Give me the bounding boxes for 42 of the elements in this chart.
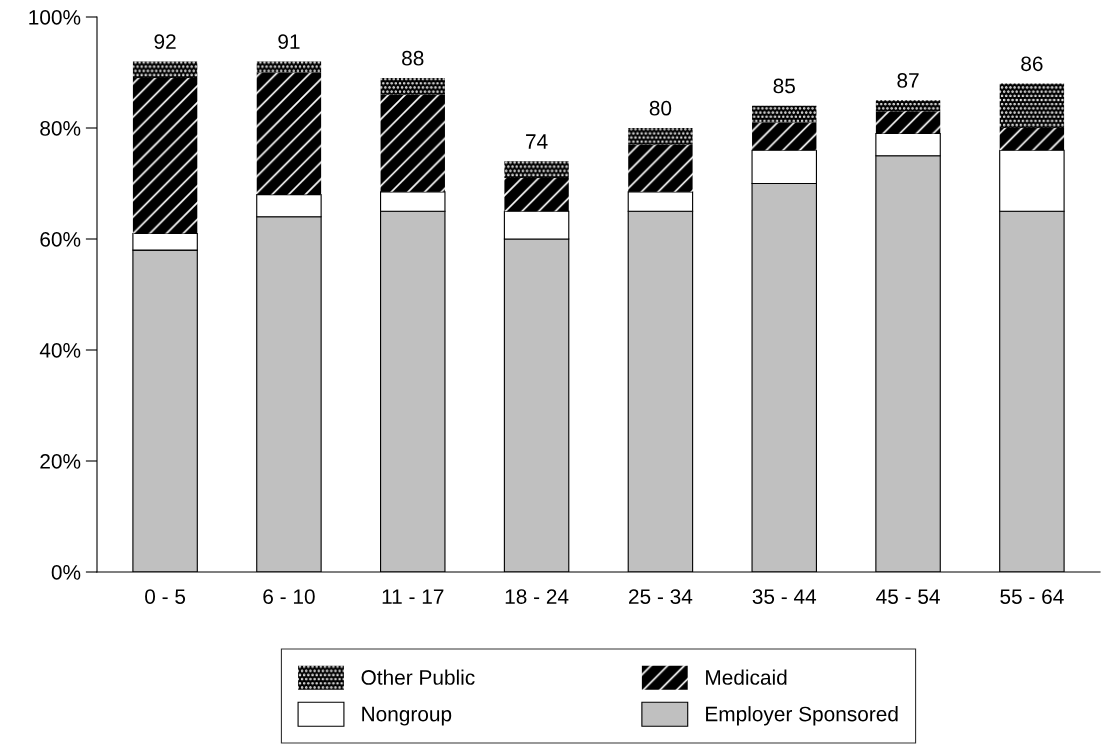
bar (132, 78, 198, 234)
total-label: 86 (1021, 56, 1043, 72)
total-label: 87 (897, 73, 919, 88)
bar (256, 61, 322, 73)
legend-label: Medicaid (706, 669, 787, 685)
x-tick-label: 18 - 24 (505, 589, 569, 604)
bar (256, 72, 322, 195)
x-tick-label: 0 - 5 (145, 589, 186, 604)
legend-label: Nongroup (362, 706, 452, 726)
legend-label: Employer Sponsored (706, 706, 898, 726)
y-tick-label: 0% (51, 565, 81, 580)
x-tick-label: 25 - 34 (629, 589, 693, 604)
bar (504, 161, 569, 178)
total-label: 85 (773, 78, 795, 94)
total-label: 91 (278, 34, 300, 49)
y-tick-label: 40% (39, 343, 81, 358)
y-tick-label: 60% (40, 232, 81, 247)
bar (380, 94, 445, 192)
y-tick-label: 100% (29, 10, 81, 25)
total-label: 80 (649, 100, 672, 116)
bar (999, 128, 1065, 151)
total-label: 88 (402, 50, 424, 66)
x-tick-label: 45 - 54 (876, 589, 940, 604)
total-label: 92 (154, 34, 176, 49)
y-tick-label: 80% (40, 121, 81, 136)
total-label: 74 (526, 134, 548, 149)
bar (875, 111, 941, 134)
bar (504, 177, 569, 212)
bar (380, 78, 445, 95)
bar (752, 105, 817, 123)
x-tick-label: 35 - 44 (752, 589, 817, 604)
legend-label: Other Public (361, 669, 475, 685)
x-tick-label: 6 - 10 (263, 589, 315, 604)
bar (132, 61, 198, 79)
bar (999, 83, 1065, 128)
x-tick-label: 55 - 64 (1000, 589, 1064, 604)
bar (752, 122, 817, 151)
bar (628, 128, 693, 145)
bar (628, 144, 693, 192)
x-tick-label: 11 - 17 (382, 589, 444, 604)
bar (875, 100, 941, 112)
y-tick-label: 20% (40, 454, 81, 469)
